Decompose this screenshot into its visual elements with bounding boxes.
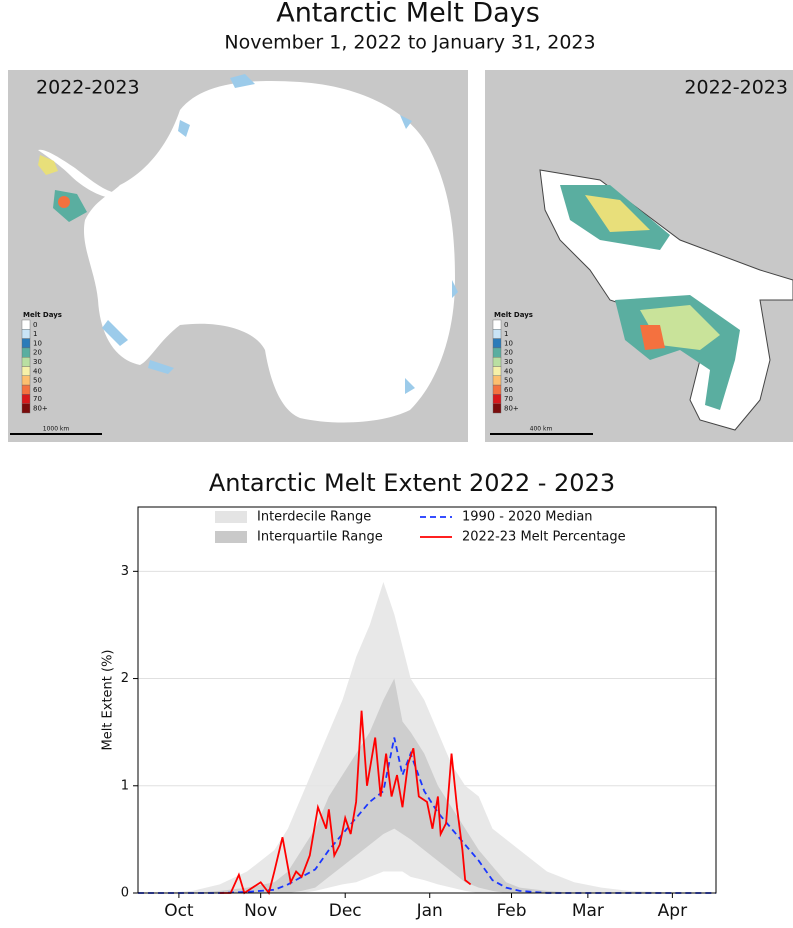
legend-label: 1 <box>504 330 508 338</box>
legend-label: 80+ <box>33 405 48 413</box>
legend-swatch <box>21 357 31 367</box>
melt-patch <box>38 155 58 175</box>
legend-label: 40 <box>504 367 513 375</box>
legend-swatch <box>492 394 502 404</box>
legend-swatch <box>21 384 31 395</box>
legend-title: Melt Days <box>23 311 62 319</box>
legend-swatch <box>492 347 502 358</box>
page-subtitle: November 1, 2022 to January 31, 2023 <box>224 32 595 54</box>
y-tick-label: 2 <box>121 671 129 686</box>
legend-swatch <box>492 366 502 377</box>
legend-label: 50 <box>504 377 513 385</box>
legend-label: 60 <box>33 386 42 394</box>
legend-swatch <box>492 375 502 386</box>
legend-swatch <box>492 338 502 349</box>
melt-patch <box>640 325 665 350</box>
x-tick-label: Oct <box>164 901 194 921</box>
page-title: Antarctic Melt Days <box>276 0 540 29</box>
y-tick-label: 0 <box>121 886 129 901</box>
map-right: 2022-2023 Melt Days 400 km <box>485 70 793 442</box>
legend-label: 10 <box>504 339 513 347</box>
antarctica-shape <box>83 80 455 423</box>
legend-swatch <box>215 531 247 543</box>
legend-swatch <box>21 394 31 404</box>
x-tick-label: Nov <box>244 901 277 921</box>
chart-title: Antarctic Melt Extent 2022 - 2023 <box>209 469 615 497</box>
scale-label: 400 km <box>530 426 553 433</box>
legend-label: 0 <box>504 321 508 329</box>
band-area <box>138 582 716 893</box>
legend-label: 1 <box>33 330 37 338</box>
series-line <box>219 710 472 896</box>
map-left: 2022-2023 Melt Days 1000 km <box>8 70 468 442</box>
legend-swatch <box>21 319 31 330</box>
peninsula-shape <box>38 149 112 198</box>
melt-patch <box>585 195 650 232</box>
legend-label: 40 <box>33 367 42 375</box>
y-axis-label: Melt Extent (%) <box>101 649 116 750</box>
legend-label: 0 <box>33 321 37 329</box>
legend-swatch <box>492 357 502 367</box>
map-label: 2022-2023 <box>684 77 788 99</box>
legend-label: Interdecile Range <box>257 510 371 525</box>
x-tick-label: Feb <box>496 901 526 921</box>
legend-label: 2022-23 Melt Percentage <box>462 530 626 545</box>
band-area <box>138 678 716 893</box>
y-tick-label: 3 <box>121 564 129 579</box>
x-tick-label: Jan <box>416 901 443 921</box>
legend-title: Melt Days <box>494 311 533 319</box>
x-tick-label: Dec <box>329 901 362 921</box>
legend-swatch <box>21 403 31 414</box>
legend-swatch <box>215 511 247 523</box>
legend-label: 30 <box>504 358 513 366</box>
legend-label: 30 <box>33 358 42 366</box>
legend-label: 70 <box>504 395 513 403</box>
legend-label: 50 <box>33 377 42 385</box>
legend-swatch <box>492 329 502 339</box>
legend-label: 20 <box>504 349 513 357</box>
legend-label: 60 <box>504 386 513 394</box>
legend-swatch <box>21 329 31 339</box>
legend-swatch <box>492 319 502 330</box>
legend-label: 70 <box>33 395 42 403</box>
melt-patch <box>58 196 70 208</box>
legend-label: Interquartile Range <box>257 530 383 545</box>
plot-frame <box>137 506 717 894</box>
legend-label: 10 <box>33 339 42 347</box>
legend-swatch <box>492 403 502 414</box>
legend-swatch <box>21 347 31 358</box>
legend-swatch <box>492 384 502 395</box>
y-tick-label: 1 <box>121 778 129 793</box>
map-label: 2022-2023 <box>36 77 140 99</box>
legend-swatch <box>21 366 31 377</box>
legend-swatch <box>21 338 31 349</box>
legend-label: 80+ <box>504 405 519 413</box>
scale-label: 1000 km <box>43 426 70 433</box>
x-tick-label: Mar <box>572 901 604 921</box>
legend-swatch <box>21 375 31 386</box>
legend-label: 1990 - 2020 Median <box>462 510 593 525</box>
x-tick-label: Apr <box>658 901 687 921</box>
legend-label: 20 <box>33 349 42 357</box>
